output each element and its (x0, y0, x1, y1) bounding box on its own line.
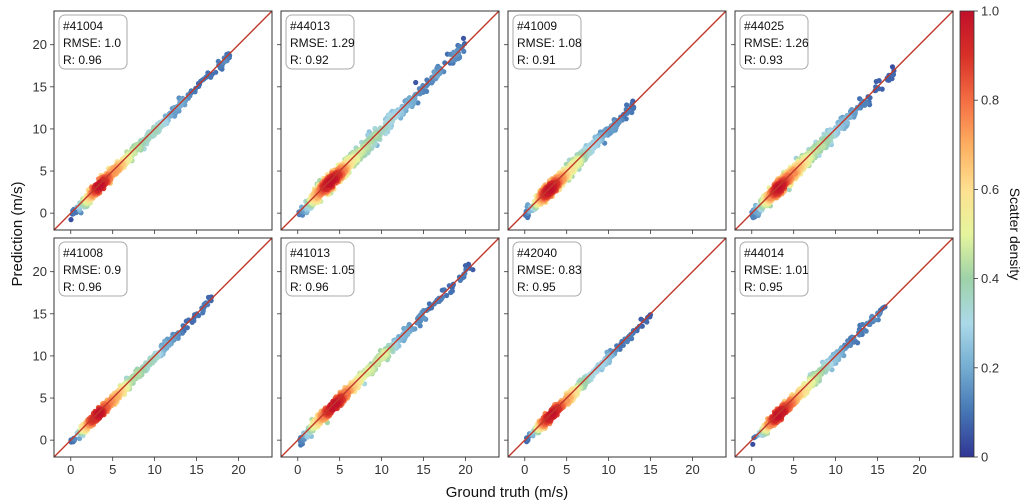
scatter-point (68, 217, 74, 223)
y-tick-label: 20 (33, 264, 47, 279)
scatter-point (163, 340, 169, 346)
scatter-points (522, 98, 637, 221)
scatter-point (96, 410, 102, 416)
y-tick-label: 20 (33, 37, 47, 52)
r-label: R: 0.93 (744, 53, 783, 67)
scatter-point (215, 58, 221, 64)
scatter-point (203, 300, 209, 306)
rmse-label: RMSE: 1.0 (63, 36, 121, 50)
panel-grid: 0 5 10 15 20 #41004 RMSE: 1.0 R: 0.96 #44013 RMSE… (33, 10, 954, 477)
scatter-point (196, 313, 202, 319)
scatter-point (208, 74, 214, 80)
scatter-point (421, 315, 427, 321)
stats-box (512, 14, 582, 70)
y-tick-label: 15 (33, 79, 47, 94)
scatter-point (460, 35, 467, 42)
stats-box (285, 14, 355, 70)
panel-frame (734, 10, 954, 231)
reference-line (54, 11, 272, 230)
panel-frame (507, 10, 727, 231)
scatter-point (574, 159, 581, 165)
scatter-point (462, 270, 468, 277)
y-tick-label: 0 (40, 206, 47, 221)
scatter-point (876, 78, 882, 84)
scatter-point (417, 89, 423, 95)
y-tick-label: 0 (40, 433, 47, 448)
rmse-label: RMSE: 1.26 (744, 36, 809, 50)
station-id: #44013 (290, 19, 330, 33)
scatter-point (444, 292, 450, 299)
scatter-point (610, 128, 616, 134)
panel-frame (280, 10, 500, 231)
x-tick-label: 10 (147, 462, 161, 477)
y-tick-label: 10 (33, 348, 47, 363)
stats-box (58, 14, 128, 70)
x-tick-label: 5 (109, 462, 116, 477)
station-id: #41008 (63, 246, 103, 260)
scatter-point (415, 100, 421, 106)
x-tick-label: 0 (67, 462, 74, 477)
rmse-label: RMSE: 0.9 (63, 263, 121, 277)
scatter-point (616, 119, 622, 125)
y-tick-label: 5 (40, 164, 47, 179)
y-tick-label: 15 (33, 306, 47, 321)
r-label: R: 0.92 (290, 53, 329, 67)
scatter-point (381, 349, 387, 355)
station-id: #44025 (744, 19, 784, 33)
rmse-label: RMSE: 1.29 (290, 36, 355, 50)
scatter-point (786, 187, 792, 193)
y-tick-label: 5 (40, 391, 47, 406)
scatter-point (188, 88, 194, 94)
scatter-point (889, 76, 895, 82)
scatter-point (413, 79, 419, 86)
scatter-points (68, 51, 233, 223)
scatter-point (448, 289, 454, 296)
r-label: R: 0.91 (517, 53, 556, 67)
x-tick-label: 15 (189, 462, 203, 477)
scatter-point (843, 117, 849, 123)
scatter-point (889, 64, 896, 70)
scatter-point (776, 184, 782, 190)
station-id: #41009 (517, 19, 557, 33)
scatter-panel: 0 0 5 5 10 10 15 15 20 20 #41008 RMSE: 0.9 R: 0.96 (33, 237, 273, 477)
scatter-panel: 0 5 10 15 20 #41004 RMSE: 1.0 R: 0.96 (33, 10, 273, 234)
panel-frame (53, 237, 273, 458)
scatter-point (624, 102, 630, 108)
scatter-point (569, 167, 575, 173)
scatter-panel: #41009 RMSE: 1.08 R: 0.91 (504, 10, 727, 234)
scatter-point (629, 109, 635, 116)
stats-box (58, 241, 128, 297)
station-id: #41004 (63, 19, 103, 33)
scatter-point (426, 301, 432, 307)
r-label: R: 0.96 (63, 280, 102, 294)
reference-line (54, 238, 272, 457)
panel-frame (53, 10, 273, 231)
scatter-point (462, 263, 469, 269)
scatter-point (76, 435, 83, 442)
scatter-point (213, 69, 219, 75)
stats-box (739, 14, 809, 70)
reference-line (281, 11, 499, 230)
scatter-point (864, 100, 870, 106)
scatter-point (358, 147, 365, 153)
reference-line (508, 11, 726, 230)
x-tick-label: 20 (231, 462, 245, 477)
scatter-point (884, 75, 890, 81)
y-tick-label: 10 (33, 121, 47, 136)
scatter-point (890, 71, 897, 78)
scatter-panel: #44013 RMSE: 1.29 R: 0.92 (277, 10, 500, 234)
scatter-point (623, 116, 629, 122)
r-label: R: 0.96 (63, 53, 102, 67)
scatter-panel: #44025 RMSE: 1.26 R: 0.93 (731, 10, 954, 234)
scatter-point (191, 315, 197, 321)
scatter-point (180, 323, 186, 329)
reference-line (735, 11, 953, 230)
rmse-label: RMSE: 1.08 (517, 36, 582, 50)
